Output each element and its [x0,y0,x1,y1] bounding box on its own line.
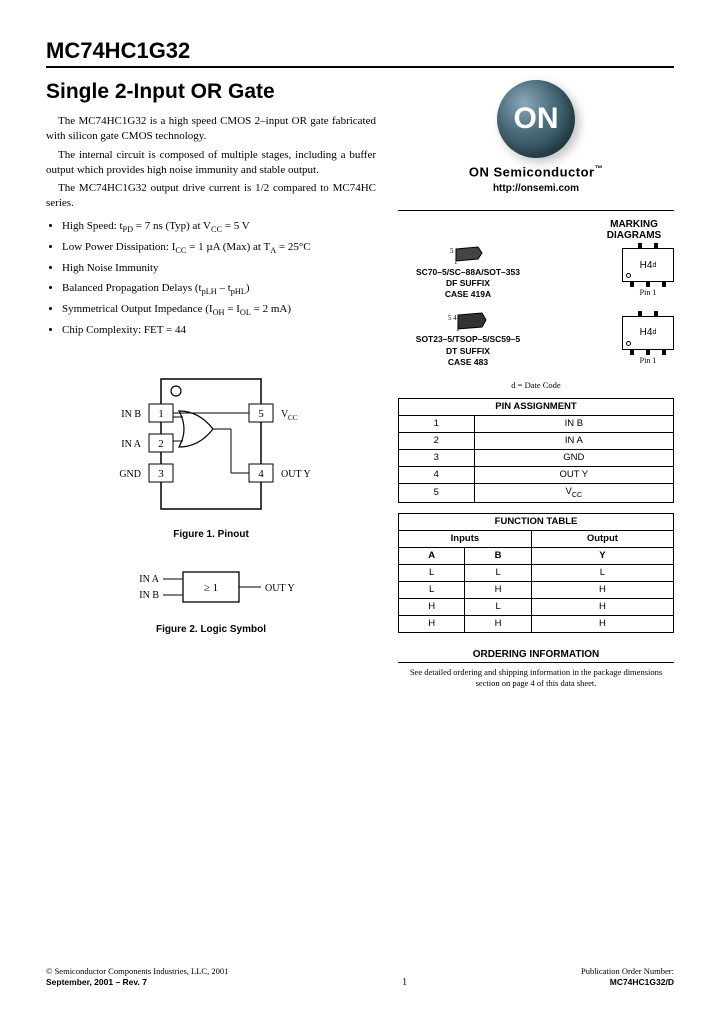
package-row: 5 41 SOT23–5/TSOP–5/SC59–5DT SUFFIXCASE … [398,312,674,367]
svg-text:≥ 1: ≥ 1 [204,582,218,594]
list-item: High Speed: tPD = 7 ns (Typ) at VCC = 5 … [62,217,376,238]
package-label: SOT23–5/TSOP–5/SC59–5DT SUFFIXCASE 483 [416,334,520,367]
ordering-text: See detailed ordering and shipping infor… [398,667,674,689]
package-info: 5 41 SOT23–5/TSOP–5/SC59–5DT SUFFIXCASE … [398,312,538,367]
list-item: Balanced Propagation Delays (tpLH – tpHL… [62,279,376,300]
figure-1-caption: Figure 1. Pinout [173,529,249,540]
pin-assignment-table: PIN ASSIGNMENT 1IN B 2IN A 3GND 4OUT Y 5… [398,398,674,503]
package-icon: 5 41 [448,312,488,332]
chip-marking: H4d [622,248,674,282]
svg-text:1: 1 [456,325,460,332]
left-column: Single 2-Input OR Gate The MC74HC1G32 is… [46,80,376,954]
pinout-diagram-icon: 1 2 3 5 4 IN B IN A GND VCC OUT Y [101,369,321,519]
brand-block: ON ON Semiconductor™ http://onsemi.com [469,80,603,194]
svg-text:5 4: 5 4 [448,314,457,322]
svg-text:1: 1 [454,258,458,265]
marking-diagram: H4d Pin 1 [622,316,674,365]
marking-diagrams-label: MARKING DIAGRAMS [594,219,674,241]
list-item: Symmetrical Output Impedance (IOH = IOL … [62,300,376,321]
list-item: Chip Complexity: FET = 44 [62,321,376,341]
svg-text:IN A: IN A [121,439,142,450]
footer-page-number: 1 [402,977,407,988]
part-number: MC74HC1G32 [46,38,674,64]
svg-text:3: 3 [158,468,164,480]
logic-figure: IN A IN B ≥ 1 OUT Y Figure 2. Logic Symb… [46,564,376,635]
chip-marking: H4d [622,316,674,350]
pin1-label: Pin 1 [640,356,657,365]
svg-text:OUT Y: OUT Y [281,469,311,480]
svg-text:2: 2 [158,438,164,450]
top-rule [46,66,674,68]
svg-text:IN A: IN A [139,574,160,585]
package-label: SC70–5/SC–88A/SOT–353DF SUFFIXCASE 419A [416,267,520,300]
package-row: 51 SC70–5/SC–88A/SOT–353DF SUFFIXCASE 41… [398,245,674,300]
pinout-figure: 1 2 3 5 4 IN B IN A GND VCC OUT Y Figure… [46,369,376,540]
svg-text:4: 4 [258,468,264,480]
logic-symbol-icon: IN A IN B ≥ 1 OUT Y [111,564,311,614]
figure-2-caption: Figure 2. Logic Symbol [156,624,266,635]
separator [398,210,674,211]
list-item: High Noise Immunity [62,259,376,279]
svg-text:GND: GND [119,469,141,480]
paragraph-2: The internal circuit is composed of mult… [46,148,376,178]
brand-name: ON Semiconductor™ [469,164,603,179]
svg-text:OUT Y: OUT Y [265,583,295,594]
page-title: Single 2-Input OR Gate [46,80,376,104]
svg-text:5: 5 [450,247,454,255]
on-logo-icon: ON [497,80,575,158]
columns: Single 2-Input OR Gate The MC74HC1G32 is… [46,80,674,954]
svg-text:CC: CC [288,414,298,422]
svg-text:1: 1 [158,408,164,420]
ordering-info: ORDERING INFORMATION See detailed orderi… [398,649,674,689]
package-icon: 51 [448,245,488,265]
marking-diagram: H4d Pin 1 [622,248,674,297]
package-info: 51 SC70–5/SC–88A/SOT–353DF SUFFIXCASE 41… [398,245,538,300]
datasheet-page: MC74HC1G32 Single 2-Input OR Gate The MC… [8,8,712,1004]
function-table: FUNCTION TABLE InputsOutput ABY LLL LHH … [398,513,674,633]
brand-url: http://onsemi.com [493,183,579,194]
paragraph-3: The MC74HC1G32 output drive current is 1… [46,181,376,211]
paragraph-1: The MC74HC1G32 is a high speed CMOS 2–in… [46,114,376,144]
footer-right: Publication Order Number: MC74HC1G32/D [581,966,674,988]
svg-text:5: 5 [258,408,264,420]
pin1-label: Pin 1 [640,288,657,297]
datecode-note: d = Date Code [511,380,560,390]
page-footer: © Semiconductor Components Industries, L… [46,954,674,988]
ordering-title: ORDERING INFORMATION [398,649,674,660]
feature-list: High Speed: tPD = 7 ns (Typ) at VCC = 5 … [46,217,376,341]
svg-text:IN B: IN B [139,590,159,601]
list-item: Low Power Dissipation: ICC = 1 µA (Max) … [62,238,376,259]
right-column: ON ON Semiconductor™ http://onsemi.com M… [398,80,674,954]
separator [398,662,674,663]
svg-text:IN B: IN B [121,409,141,420]
footer-left: © Semiconductor Components Industries, L… [46,966,228,988]
